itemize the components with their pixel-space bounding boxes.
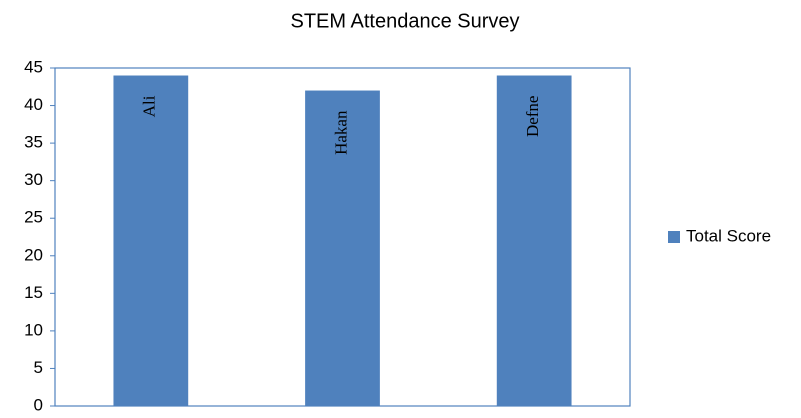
bar [305, 90, 380, 407]
category-label: Defne [523, 96, 542, 138]
bar [496, 75, 572, 406]
y-tick-label: 45 [24, 57, 43, 76]
y-tick-label: 15 [24, 283, 43, 302]
plot-border [54, 67, 631, 407]
chart-title: STEM Attendance Survey [290, 10, 519, 32]
bar [113, 75, 189, 406]
y-tick-label: 40 [24, 95, 43, 114]
category-label: Hakan [331, 110, 350, 155]
y-tick-label: 25 [24, 208, 43, 227]
y-tick-label: 30 [24, 170, 43, 189]
y-tick-label: 10 [24, 320, 43, 339]
y-tick-label: 5 [34, 358, 43, 377]
category-label: Ali [140, 95, 159, 117]
y-tick-label: 20 [24, 245, 43, 264]
legend-label: Total Score [686, 226, 771, 245]
y-tick-label: 35 [24, 133, 43, 152]
legend-swatch [668, 231, 680, 243]
y-tick-label: 0 [34, 395, 43, 414]
